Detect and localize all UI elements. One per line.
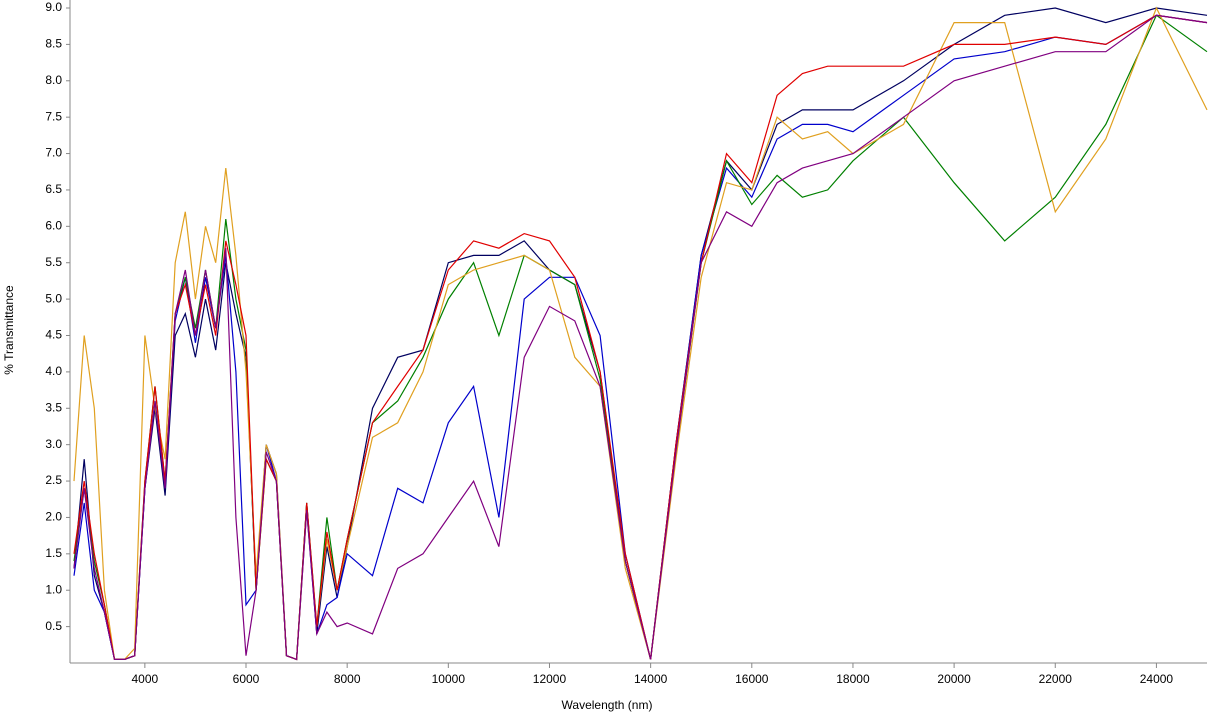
y-tick-label: 0.5 xyxy=(45,619,62,633)
x-tick-label: 10000 xyxy=(432,672,466,686)
y-tick-label: 6.5 xyxy=(45,182,62,196)
y-tick-label: 8.0 xyxy=(45,73,62,87)
x-tick-label: 16000 xyxy=(735,672,769,686)
x-tick-label: 22000 xyxy=(1039,672,1073,686)
y-tick-label: 5.0 xyxy=(45,291,62,305)
x-tick-label: 14000 xyxy=(634,672,668,686)
x-tick-label: 18000 xyxy=(836,672,870,686)
y-tick-label: 2.5 xyxy=(45,473,62,487)
y-tick-label: 7.0 xyxy=(45,146,62,160)
y-tick-label: 6.0 xyxy=(45,219,62,233)
x-axis-label: Wavelength (nm) xyxy=(562,698,653,712)
y-tick-label: 2.0 xyxy=(45,510,62,524)
y-tick-label: 5.5 xyxy=(45,255,62,269)
x-tick-label: 4000 xyxy=(132,672,159,686)
y-tick-label: 4.0 xyxy=(45,364,62,378)
y-tick-label: 9.0 xyxy=(45,0,62,14)
x-tick-label: 20000 xyxy=(937,672,971,686)
x-tick-label: 24000 xyxy=(1140,672,1174,686)
y-tick-label: 4.5 xyxy=(45,328,62,342)
x-tick-label: 12000 xyxy=(533,672,567,686)
y-tick-label: 3.0 xyxy=(45,437,62,451)
x-tick-label: 6000 xyxy=(233,672,260,686)
y-tick-label: 1.0 xyxy=(45,582,62,596)
spectrum-line xyxy=(73,6,1208,661)
spectrum-line xyxy=(73,14,1208,661)
y-axis-label: % Transmittance xyxy=(2,285,16,375)
y-tick-label: 1.5 xyxy=(45,546,62,560)
x-tick-label: 8000 xyxy=(334,672,361,686)
y-tick-label: 8.5 xyxy=(45,37,62,51)
y-tick-label: 7.5 xyxy=(45,109,62,123)
y-tick-label: 3.5 xyxy=(45,400,62,414)
